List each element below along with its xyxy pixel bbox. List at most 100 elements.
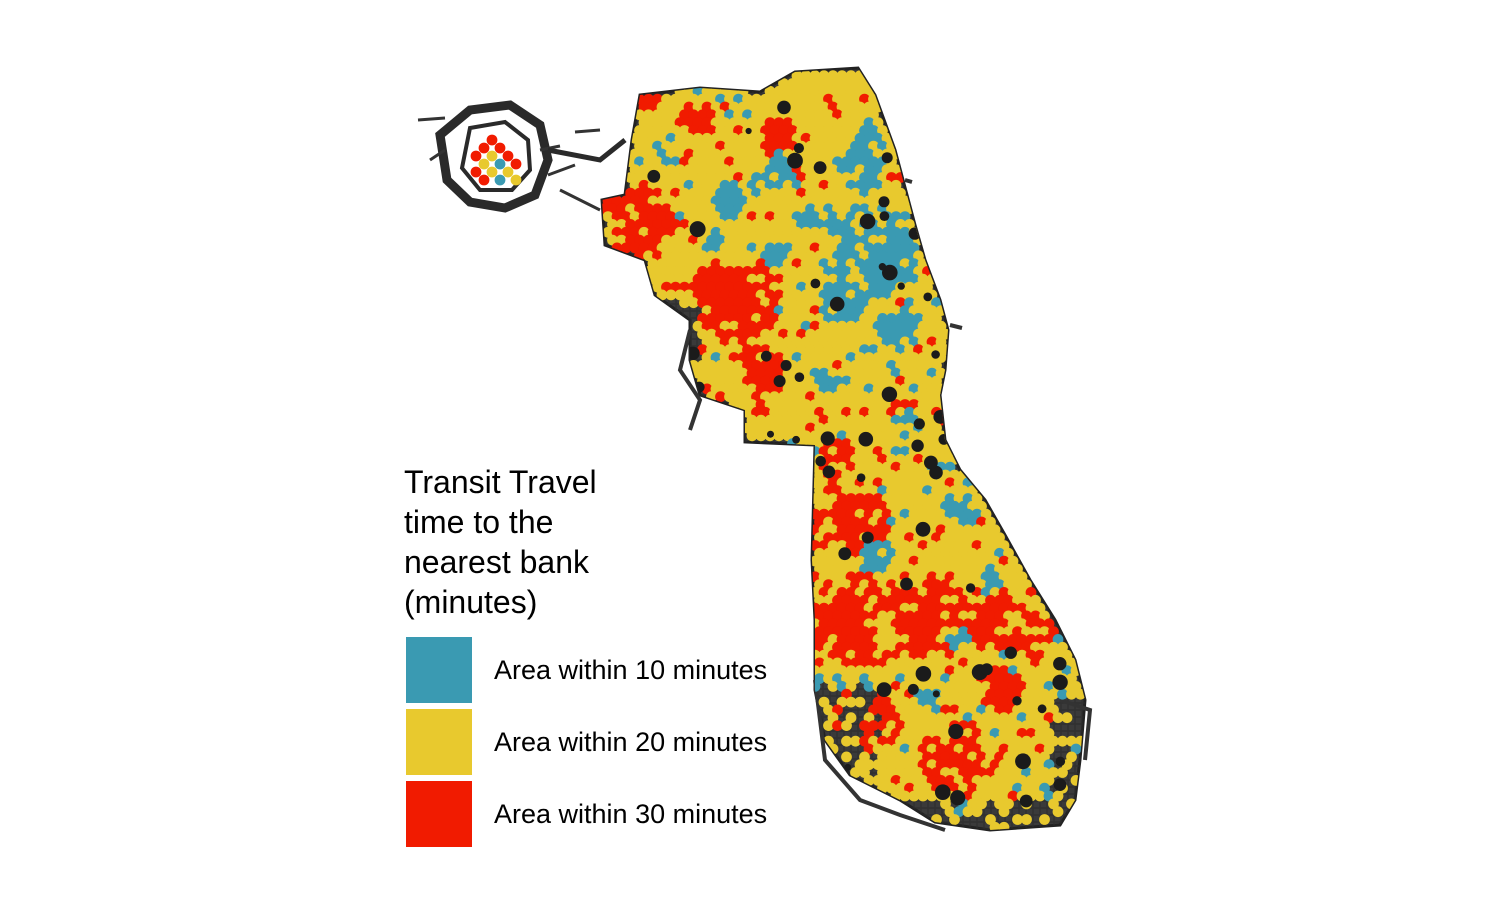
hex-cell [895,266,906,277]
hex-cell [863,179,875,191]
hex-cell [692,117,704,128]
hex-cell [805,187,816,199]
hex-cell [1007,634,1019,645]
hex-cell [728,226,740,238]
hex-cell [1070,743,1082,755]
hex-cell [827,85,839,97]
hex-cell [976,767,987,778]
hex-cell [845,508,857,520]
hex-cell [868,626,879,637]
hex-cell [782,399,794,410]
hex-cell [940,579,951,590]
hex-cell [967,735,978,747]
hex-cell [935,602,947,614]
hex-cell [859,453,870,465]
hex-cell [751,234,762,246]
hex-cell [944,493,956,504]
legend-label-30-minutes: Area within 30 minutes [494,799,768,829]
hex-cell [782,273,794,285]
unreached-cell [822,465,836,479]
hex-cell [859,234,870,246]
hex-cell [715,281,726,293]
hex-cell [692,101,704,113]
hex-cell [949,579,960,590]
hex-cell [728,132,740,144]
hex-cell [976,720,987,731]
hex-cell [953,759,965,771]
hex-cell [805,422,816,434]
hex-cell [881,305,893,316]
hex-cell [661,250,672,262]
hex-cell [661,203,672,215]
hex-cell [805,93,816,105]
hex-cell [926,336,938,348]
hex-cell [944,540,956,551]
hex-cell [737,148,749,160]
hex-cell [742,234,753,246]
hex-cell [1048,767,1059,778]
hex-cell [751,93,762,105]
hex-cell [931,422,942,434]
hex-cell [674,164,686,176]
hex-cell [818,273,830,285]
hex-cell [805,250,816,262]
hex-cell [638,211,650,223]
hex-cell [719,289,731,301]
hex-cell [922,641,933,653]
hex-cell [881,352,893,363]
hex-cell [845,649,857,661]
hex-cell [989,634,1001,645]
hex-cell [913,720,924,731]
hex-cell [904,720,915,731]
hex-cell [845,571,857,583]
hex-cell [634,187,645,199]
hex-cell [985,673,996,684]
hex-cell [895,626,906,637]
hex-cell [841,313,852,324]
hex-cell [863,618,875,630]
hex-cell [917,493,929,504]
hex-cell [850,406,861,418]
hex-cell [670,250,681,262]
hex-cell [904,547,915,559]
hex-cell [1003,547,1014,559]
legend-label-20-minutes: Area within 20 minutes [494,727,768,757]
hex-cell [845,101,857,113]
hex-cell [850,438,861,450]
hex-cell [1025,665,1037,677]
hex-cell [832,610,843,622]
hex-cell [913,375,924,387]
hex-cell [850,93,861,105]
hex-cell [872,477,884,489]
hex-cell [922,391,933,403]
hex-cell [931,657,942,669]
hex-cell [652,93,663,105]
hex-cell [827,211,839,223]
hex-cell [827,273,839,285]
hex-cell [818,305,830,316]
hex-cell [886,422,897,434]
hex-cell [665,242,677,254]
hex-cell [724,313,735,324]
hex-cell [962,508,974,520]
hex-cell [908,273,920,285]
hex-cell [980,540,992,551]
hex-cell [701,352,713,363]
hex-cell [854,195,866,207]
hex-cell [850,375,861,387]
hex-cell [818,367,830,379]
hex-cell [823,156,834,168]
hex-cell [908,587,920,598]
hex-cell [868,109,879,121]
hex-cell [823,532,834,543]
hex-cell [791,414,803,426]
hex-cell [850,735,861,747]
hex-cell [890,696,902,708]
hex-cell [967,767,978,778]
hex-cell [859,203,870,215]
hex-cell [895,219,906,230]
hex-cell [697,93,708,105]
hex-cell [737,273,749,285]
hex-cell [733,203,744,215]
hex-cell [791,70,803,82]
